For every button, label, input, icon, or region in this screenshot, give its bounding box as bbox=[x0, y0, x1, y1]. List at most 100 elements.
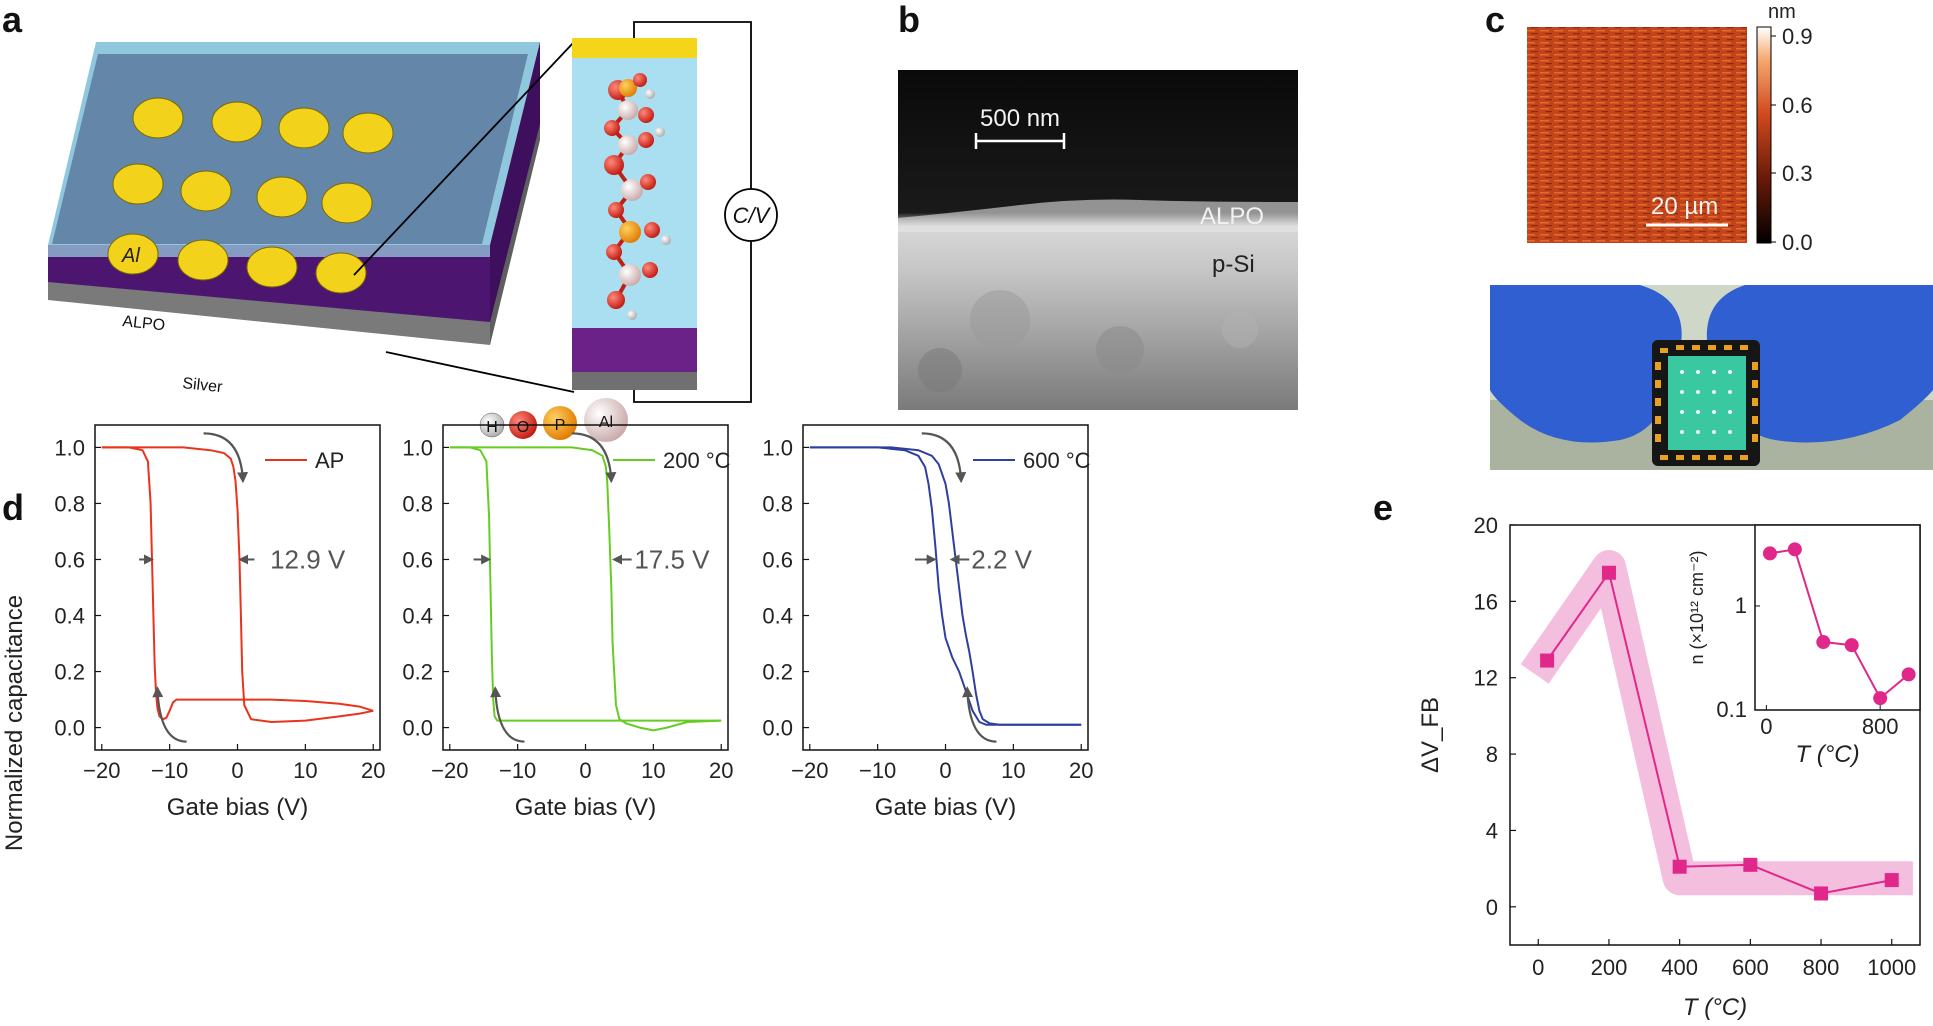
inset-point bbox=[1762, 546, 1777, 561]
x-axis-label: T (°C) bbox=[1683, 994, 1747, 1021]
plot-frame bbox=[94, 424, 381, 751]
y-tick-label: 16 bbox=[1474, 589, 1498, 614]
x-tick-label: 20 bbox=[709, 758, 733, 783]
inset-y-axis-label: n (×10¹² cm⁻²) bbox=[1687, 550, 1707, 664]
sweep-direction-arrow-down bbox=[921, 432, 967, 484]
x-tick-label: 0 bbox=[579, 758, 591, 783]
panel-d: d Normalized capacitance −20 −10 0 10 20 0.0 0… bbox=[1, 424, 1093, 851]
panel-b-label: b bbox=[898, 0, 920, 40]
electrode bbox=[321, 182, 373, 224]
sweep-direction-arrow-down bbox=[203, 432, 249, 484]
y-tick-label: 0.4 bbox=[402, 604, 433, 629]
electrode bbox=[246, 246, 298, 288]
sem-grain bbox=[918, 348, 962, 392]
y-tick-label: 12 bbox=[1474, 666, 1498, 691]
layer-psi-label: p-Si bbox=[171, 349, 203, 369]
afm-scale-label: 20 µm bbox=[1651, 193, 1718, 220]
y-tick-label: 1.0 bbox=[402, 435, 433, 460]
afm-colorbar-unit: nm bbox=[1768, 1, 1796, 23]
y-tick-label: 0.6 bbox=[54, 547, 85, 572]
electrode bbox=[180, 170, 232, 212]
atom-o-label: O bbox=[517, 419, 529, 436]
hysteresis-width-label: 2.2 V bbox=[971, 544, 1032, 574]
sweep-direction-arrow-up bbox=[152, 686, 187, 743]
y-tick-label: 0.0 bbox=[54, 716, 85, 741]
y-tick-label: 0.4 bbox=[54, 604, 85, 629]
afm-colorbar bbox=[1756, 26, 1772, 244]
inset-y-tick-label: 1 bbox=[1735, 593, 1747, 618]
electrode-al-label: Al bbox=[121, 245, 140, 267]
cv-reverse-sweep bbox=[449, 446, 722, 732]
hysteresis-width-label: 17.5 V bbox=[634, 544, 710, 574]
y-tick-label: 0.8 bbox=[402, 491, 433, 516]
y-tick-label: 0.0 bbox=[762, 716, 793, 741]
electrode bbox=[132, 97, 184, 139]
x-tick-label: 1000 bbox=[1867, 955, 1916, 980]
y-tick-label: 0.6 bbox=[402, 547, 433, 572]
sem-grain bbox=[970, 290, 1030, 350]
inset-point bbox=[1844, 638, 1859, 653]
afm-tick-label: 0.9 bbox=[1782, 24, 1813, 49]
layer-alpo-label: ALPO bbox=[122, 313, 166, 334]
electrode-labeled bbox=[107, 233, 159, 275]
dvfb-point bbox=[1884, 873, 1899, 888]
y-tick-label: 20 bbox=[1474, 513, 1498, 538]
electrode bbox=[211, 101, 263, 143]
x-tick-label: 10 bbox=[1001, 758, 1025, 783]
x-tick-label: 0 bbox=[1532, 955, 1544, 980]
y-tick-label: 0.2 bbox=[762, 660, 793, 685]
cv-plot-2: −20 −10 0 10 20 0.0 0.2 0.4 0.6 0.8 1.0 Gate bias (… bbox=[762, 424, 1093, 821]
x-tick-label: 0 bbox=[939, 758, 951, 783]
device-photo bbox=[1490, 285, 1933, 470]
hysteresis-width-label: 12.9 V bbox=[270, 544, 346, 574]
y-tick-label: 4 bbox=[1486, 818, 1498, 843]
afm-image bbox=[1527, 27, 1747, 243]
sem-grain bbox=[1222, 312, 1258, 348]
panel-c: c 20 µm nm 0.9 0.6 0.3 0.0 bbox=[1485, 0, 1933, 470]
x-tick-label: −20 bbox=[431, 758, 468, 783]
sweep-direction-arrow-up bbox=[962, 686, 997, 743]
x-tick-label: 600 bbox=[1732, 955, 1769, 980]
panel-d-plots: −20 −10 0 10 20 0.0 0.2 0.4 0.6 0.8 1.0 Gate bias (… bbox=[54, 424, 1093, 821]
panel-d-label: d bbox=[2, 487, 24, 528]
sem-alpo-label: ALPO bbox=[1200, 203, 1264, 230]
panel-a-label: a bbox=[2, 0, 23, 40]
cv-meter bbox=[724, 188, 778, 242]
sweep-direction-arrow-down bbox=[571, 432, 617, 484]
y-tick-label: 0.8 bbox=[54, 491, 85, 516]
x-tick-label: −10 bbox=[151, 758, 188, 783]
x-tick-label: −20 bbox=[791, 758, 828, 783]
panel-d-ylabel: Normalized capacitance bbox=[1, 595, 28, 851]
x-axis-label: Gate bias (V) bbox=[167, 794, 308, 821]
inset-point bbox=[1787, 542, 1802, 557]
molecule-chain bbox=[604, 73, 671, 320]
electrode-array bbox=[107, 97, 394, 294]
atom-al-label: Al bbox=[599, 414, 613, 431]
dvfb-point bbox=[1540, 653, 1555, 668]
panel-b: b 500 nm ALPO p-Si bbox=[898, 0, 1298, 410]
inset-y-tick-label: 0.1 bbox=[1716, 697, 1747, 722]
plot-frame bbox=[1509, 524, 1921, 946]
y-tick-label: 1.0 bbox=[762, 435, 793, 460]
layer-silver-label: Silver bbox=[182, 375, 224, 396]
y-tick-label: 0.6 bbox=[762, 547, 793, 572]
cv-reverse-sweep bbox=[809, 446, 1082, 726]
inset-point bbox=[1816, 635, 1831, 650]
y-tick-label: 0.8 bbox=[762, 491, 793, 516]
cv-meter-label: C/V bbox=[733, 203, 772, 228]
sem-alpo-band bbox=[898, 199, 1298, 232]
inset-point bbox=[1873, 691, 1888, 706]
atom-legend: H O P Al bbox=[479, 398, 628, 442]
electrode bbox=[278, 107, 330, 149]
y-tick-label: 0.0 bbox=[402, 716, 433, 741]
x-tick-label: 10 bbox=[293, 758, 317, 783]
panel-e-plot: 0 200 400 600 800 1000 0 4 8 12 16 20 T (°C) ΔV_FB 0 80… bbox=[1417, 513, 1921, 1021]
silver-front-face bbox=[48, 282, 490, 345]
afm-tick-label: 0.3 bbox=[1782, 161, 1813, 186]
afm-tick-label: 0.0 bbox=[1782, 230, 1813, 255]
dvfb-point bbox=[1743, 857, 1758, 872]
psi-front-face bbox=[48, 245, 490, 330]
dvfb-line bbox=[1546, 570, 1892, 895]
cv-reverse-sweep bbox=[101, 446, 374, 724]
x-tick-label: −10 bbox=[859, 758, 896, 783]
